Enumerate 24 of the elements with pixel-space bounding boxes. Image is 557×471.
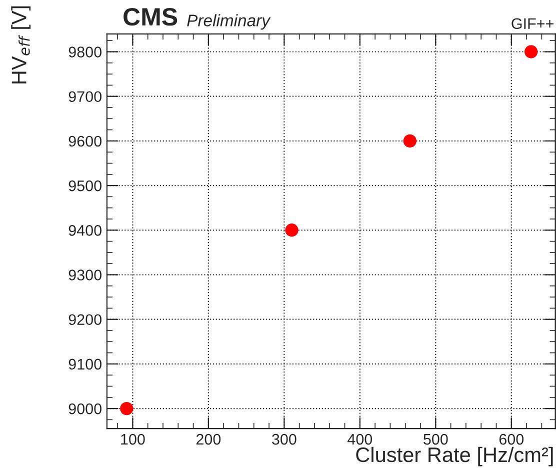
x-tick-label: 400 (348, 434, 372, 445)
y-tick-label: 9300 (68, 270, 102, 280)
x-tick-label: 200 (196, 434, 221, 445)
y-axis-title: HV$_{eff}$ [V] (11, 6, 31, 84)
y-tick-label: 9000 (68, 403, 102, 414)
y-tick-label: 9500 (68, 180, 102, 192)
y-tick-label: 9400 (68, 225, 102, 236)
chart-subtitle: Preliminary (187, 14, 271, 30)
x-tick-label: 500 (424, 434, 448, 445)
x-tick-label: 300 (272, 434, 296, 445)
point (403, 134, 416, 148)
text: GIF++ (512, 18, 554, 30)
y-tick-label: 9700 (68, 91, 102, 102)
y-tick-label: 9800 (68, 46, 102, 58)
y-tick-label: 9600 (68, 136, 102, 147)
chart-title: CMS (124, 8, 178, 26)
x-axis-title: Cluster Rate [Hz/cm²] (356, 446, 553, 466)
x-tick-label: 100 (121, 434, 145, 445)
y-tick-label: 9200 (68, 314, 102, 326)
point (524, 45, 538, 58)
point (120, 402, 134, 416)
y-tick-label: 9100 (68, 358, 102, 370)
x-tick-label: 600 (499, 434, 524, 445)
point (285, 224, 298, 237)
